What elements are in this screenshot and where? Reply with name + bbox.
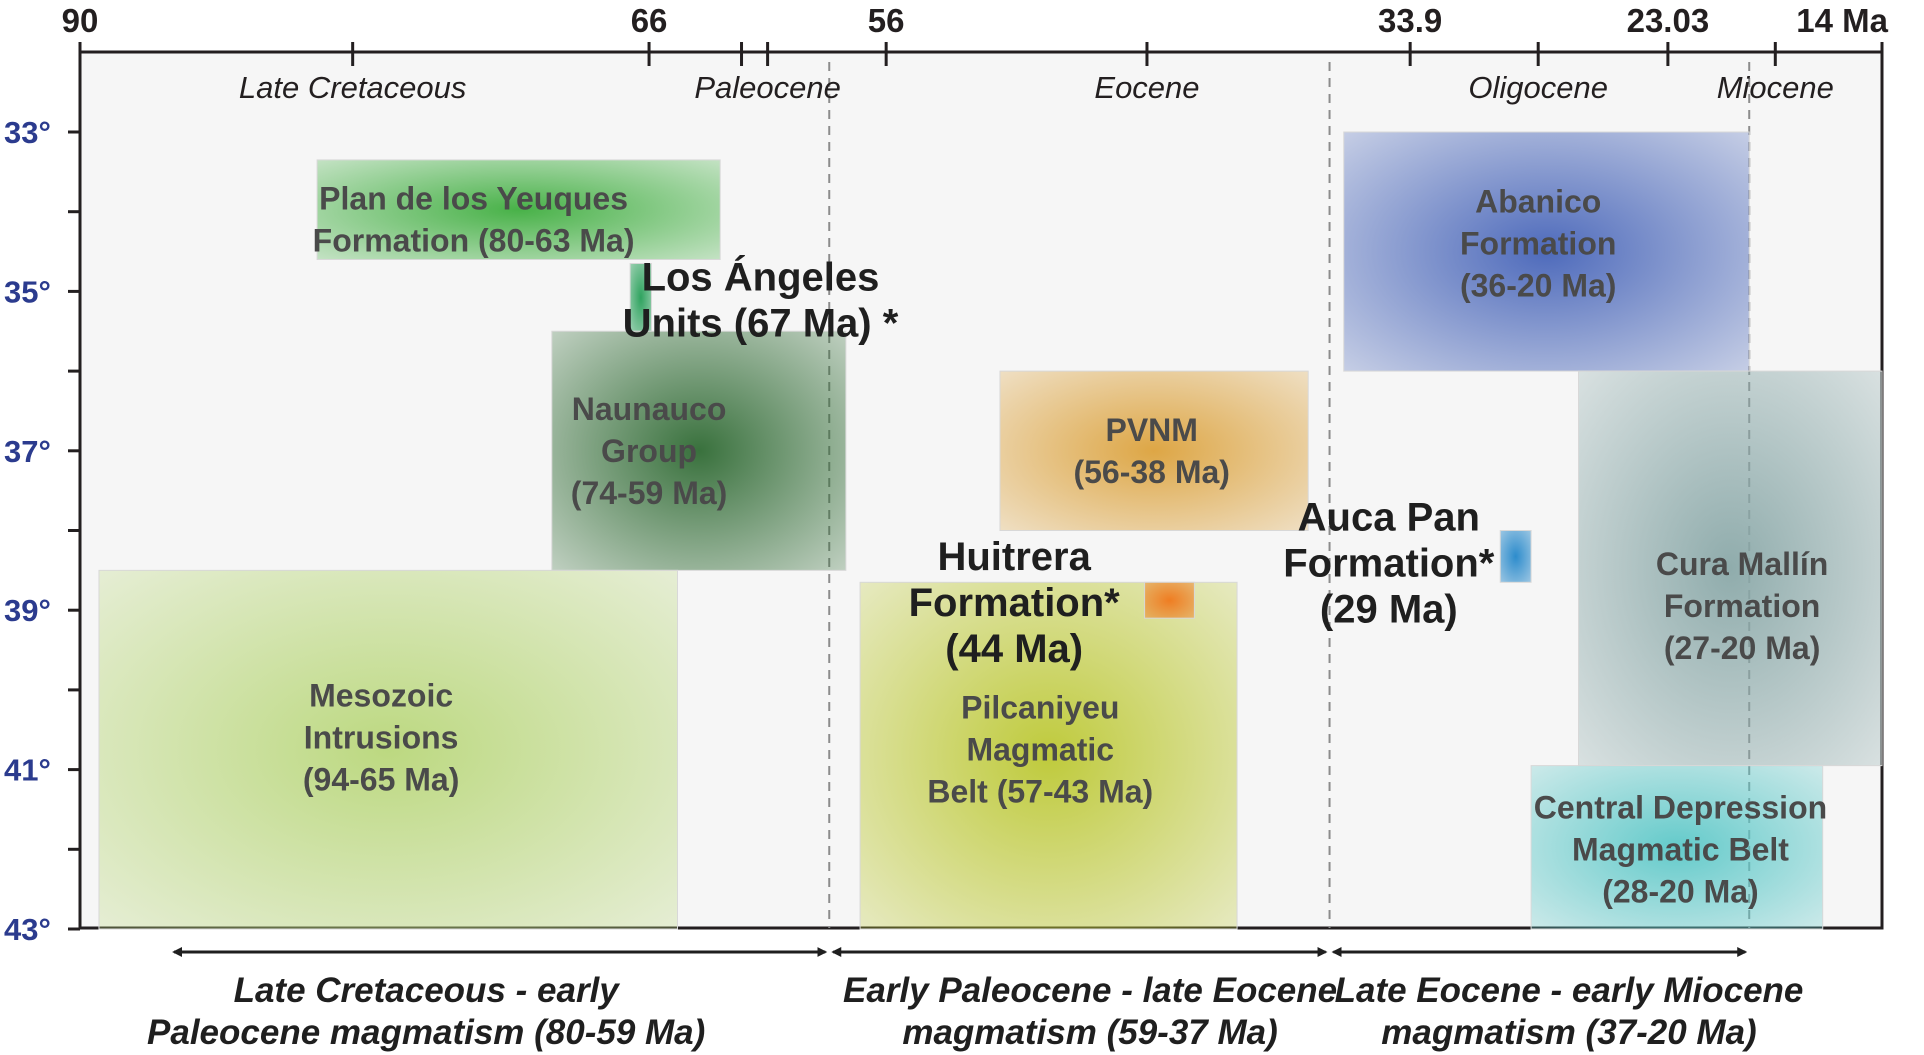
- unit-label-line: Magmatic: [966, 732, 1114, 768]
- unit-label-line: Formation (80-63 Ma): [313, 223, 635, 259]
- age-tick-label: 33.9: [1378, 2, 1442, 39]
- unit-label-line: (28-20 Ma): [1602, 873, 1759, 909]
- unit-label-line: Mesozoic: [309, 678, 453, 714]
- unit-box-central-depression: [1530, 765, 1824, 930]
- unit-label-auca-pan: Auca Pan Formation* (29 Ma): [1283, 495, 1495, 631]
- unit-label-line: (74-59 Ma): [571, 475, 728, 511]
- latitude-tick-label: 39°: [4, 593, 51, 628]
- unit-label-line: (27-20 Ma): [1664, 630, 1821, 666]
- unit-label-central-depression: Central Depression Magmatic Belt (28-20 Ma…: [1534, 789, 1827, 909]
- unit-label-line: Group: [601, 433, 697, 469]
- unit-label-line: Cura Mallín: [1656, 546, 1828, 582]
- epoch-label: Miocene: [1717, 70, 1834, 105]
- unit-label-line: Los Ángeles: [642, 254, 880, 299]
- unit-label-line: Huitrera: [937, 535, 1091, 579]
- unit-label-line: Formation: [1460, 226, 1616, 262]
- age-tick-label: 14 Ma: [1796, 2, 1888, 39]
- unit-label-line: Plan de los Yeuques: [319, 181, 628, 217]
- unit-label-line: (36-20 Ma): [1460, 268, 1617, 304]
- phase-label-line: Late Cretaceous - early: [234, 971, 621, 1010]
- latitude-tick-label: 41°: [4, 753, 51, 788]
- unit-box-pvnm: [999, 370, 1309, 531]
- unit-label-cura-mallin: Cura Mallín Formation (27-20 Ma): [1656, 546, 1828, 666]
- unit-label-los-angeles-units: Los Ángeles Units (67 Ma) *: [623, 254, 899, 345]
- unit-label-line: Auca Pan: [1298, 495, 1480, 539]
- unit-box-pilcaniyeu: [859, 581, 1238, 930]
- unit-label-mesozoic-intrusions: Mesozoic Intrusions (94-65 Ma): [303, 678, 460, 798]
- phase-label-line: magmatism (37-20 Ma): [1381, 1013, 1756, 1052]
- unit-label-line: Abanico: [1475, 184, 1601, 220]
- unit-box-cura-mallin: [1578, 370, 1883, 767]
- age-tick-label: 90: [62, 2, 99, 39]
- latitude-axis: 33° 35° 37° 39° 41° 43°: [4, 52, 82, 947]
- unit-label-line: Units (67 Ma) *: [623, 301, 899, 345]
- epoch-label: Oligocene: [1468, 70, 1608, 105]
- latitude-tick-label: 43°: [4, 912, 51, 947]
- latitude-tick-label: 35°: [4, 274, 51, 309]
- unit-box-plan-de-los-yeuques: [316, 159, 721, 261]
- magmatic-phases: Late Cretaceous - early Paleocene magmati…: [147, 947, 1804, 1052]
- unit-label-line: (29 Ma): [1320, 587, 1458, 631]
- age-tick-label: 66: [631, 2, 668, 39]
- unit-label-line: (56-38 Ma): [1073, 454, 1230, 490]
- unit-label-pvnm: PVNM (56-38 Ma): [1073, 412, 1230, 490]
- unit-label-abanico: Abanico Formation (36-20 Ma): [1460, 184, 1617, 304]
- unit-label-huitrera: Huitrera Formation* (44 Ma): [909, 535, 1121, 671]
- latitude-tick-label: 37°: [4, 434, 51, 469]
- magmatic-units: Plan de los Yeuques Formation (80-63 Ma)L…: [98, 131, 1883, 930]
- unit-label-line: Intrusions: [304, 720, 459, 756]
- latitude-tick-label: 33°: [4, 115, 51, 150]
- epoch-label: Late Cretaceous: [239, 70, 466, 105]
- unit-label-pilcaniyeu: Pilcaniyeu Magmatic Belt (57-43 Ma): [927, 690, 1153, 810]
- unit-label-line: Formation: [1664, 588, 1820, 624]
- unit-label-line: Naunauco: [572, 391, 727, 427]
- unit-label-line: Formation*: [909, 581, 1121, 625]
- unit-label-line: PVNM: [1105, 412, 1197, 448]
- age-axis: 90 66 56 33.9 23.03 14 Ma: [62, 2, 1889, 66]
- epoch-label: Paleocene: [694, 70, 841, 105]
- unit-box-huitrera: [1144, 581, 1195, 619]
- unit-label-line: Belt (57-43 Ma): [927, 774, 1153, 810]
- unit-label-plan-de-los-yeuques: Plan de los Yeuques Formation (80-63 Ma): [313, 181, 635, 259]
- unit-box-abanico: [1343, 131, 1750, 372]
- unit-label-line: Formation*: [1283, 541, 1495, 585]
- unit-label-naunauco-group: Naunauco Group (74-59 Ma): [571, 391, 728, 511]
- unit-label-line: (94-65 Ma): [303, 762, 460, 798]
- unit-label-line: Magmatic Belt: [1572, 831, 1789, 867]
- age-tick-label: 23.03: [1627, 2, 1710, 39]
- unit-label-line: (44 Ma): [945, 627, 1083, 671]
- unit-box-naunauco-group: [551, 330, 847, 571]
- phase-label-phase-late-cretaceous: Late Cretaceous - early Paleocene magmati…: [147, 971, 705, 1052]
- phase-label-phase-eocene-miocene: Late Eocene - early Miocene magmatism (37…: [1335, 971, 1804, 1052]
- unit-label-line: Central Depression: [1534, 789, 1827, 825]
- epoch-labels: Late Cretaceous Paleocene Eocene Oligocene M…: [239, 70, 1834, 105]
- age-tick-label: 56: [868, 2, 905, 39]
- phase-label-line: Late Eocene - early Miocene: [1335, 971, 1804, 1010]
- unit-box-auca-pan: [1499, 530, 1532, 583]
- epoch-label: Eocene: [1094, 70, 1199, 105]
- phase-label-line: magmatism (59-37 Ma): [902, 1013, 1277, 1052]
- phase-label-line: Paleocene magmatism (80-59 Ma): [147, 1013, 705, 1052]
- phase-label-line: Early Paleocene - late Eocene: [843, 971, 1337, 1010]
- phase-label-phase-paleocene-eocene: Early Paleocene - late Eocene magmatism (…: [843, 971, 1337, 1052]
- unit-box-mesozoic-intrusions: [98, 569, 679, 930]
- unit-label-line: Pilcaniyeu: [961, 690, 1119, 726]
